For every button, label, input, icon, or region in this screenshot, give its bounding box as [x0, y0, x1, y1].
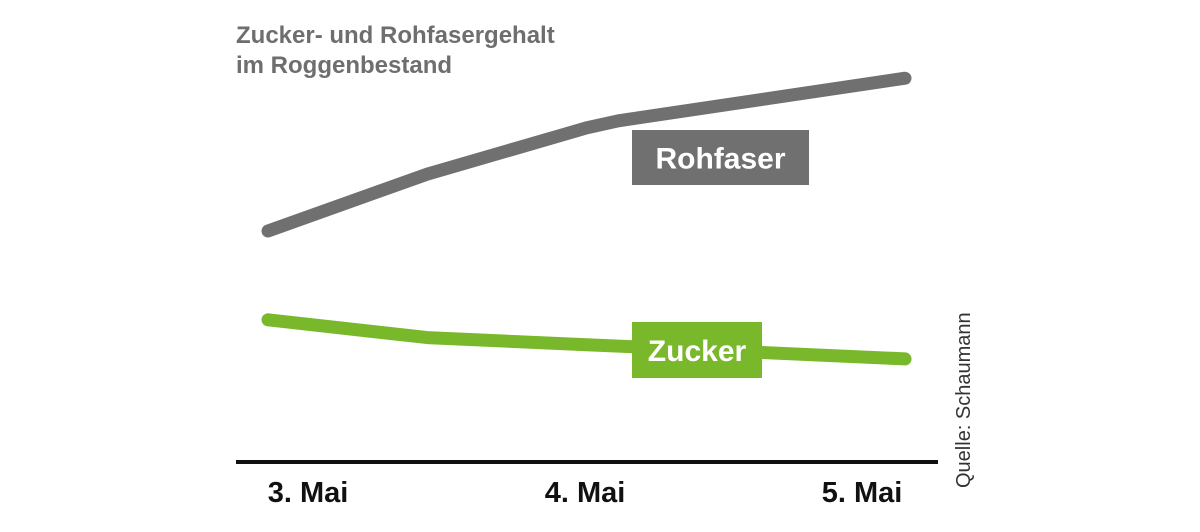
x-tick-label: 5. Mai — [822, 477, 903, 509]
series-label-text-rohfaser: Rohfaser — [655, 143, 785, 176]
series-label-box-zucker — [632, 322, 762, 378]
series-line-rohfaser — [261, 71, 912, 238]
chart-title-line-1: Zucker- und Rohfasergehalt — [236, 22, 555, 49]
series-layer — [261, 71, 912, 366]
source-note: Quelle: Schaumann — [953, 312, 975, 488]
series-label-text-zucker: Zucker — [648, 335, 747, 368]
series-label-box-rohfaser — [632, 130, 809, 185]
series-label-zucker: Zucker — [632, 322, 762, 378]
chart-title-line-2: im Roggenbestand — [236, 52, 452, 79]
x-tick-label: 4. Mai — [545, 477, 626, 509]
series-label-rohfaser: Rohfaser — [632, 130, 809, 185]
x-tick-label: 3. Mai — [268, 477, 349, 509]
chart-title: Zucker- und Rohfasergehalt im Roggenbest… — [236, 22, 555, 79]
series-line-zucker — [261, 313, 912, 366]
x-tick-labels: 3. Mai 4. Mai 5. Mai — [268, 477, 903, 509]
series-labels: Rohfaser Zucker — [632, 130, 809, 378]
